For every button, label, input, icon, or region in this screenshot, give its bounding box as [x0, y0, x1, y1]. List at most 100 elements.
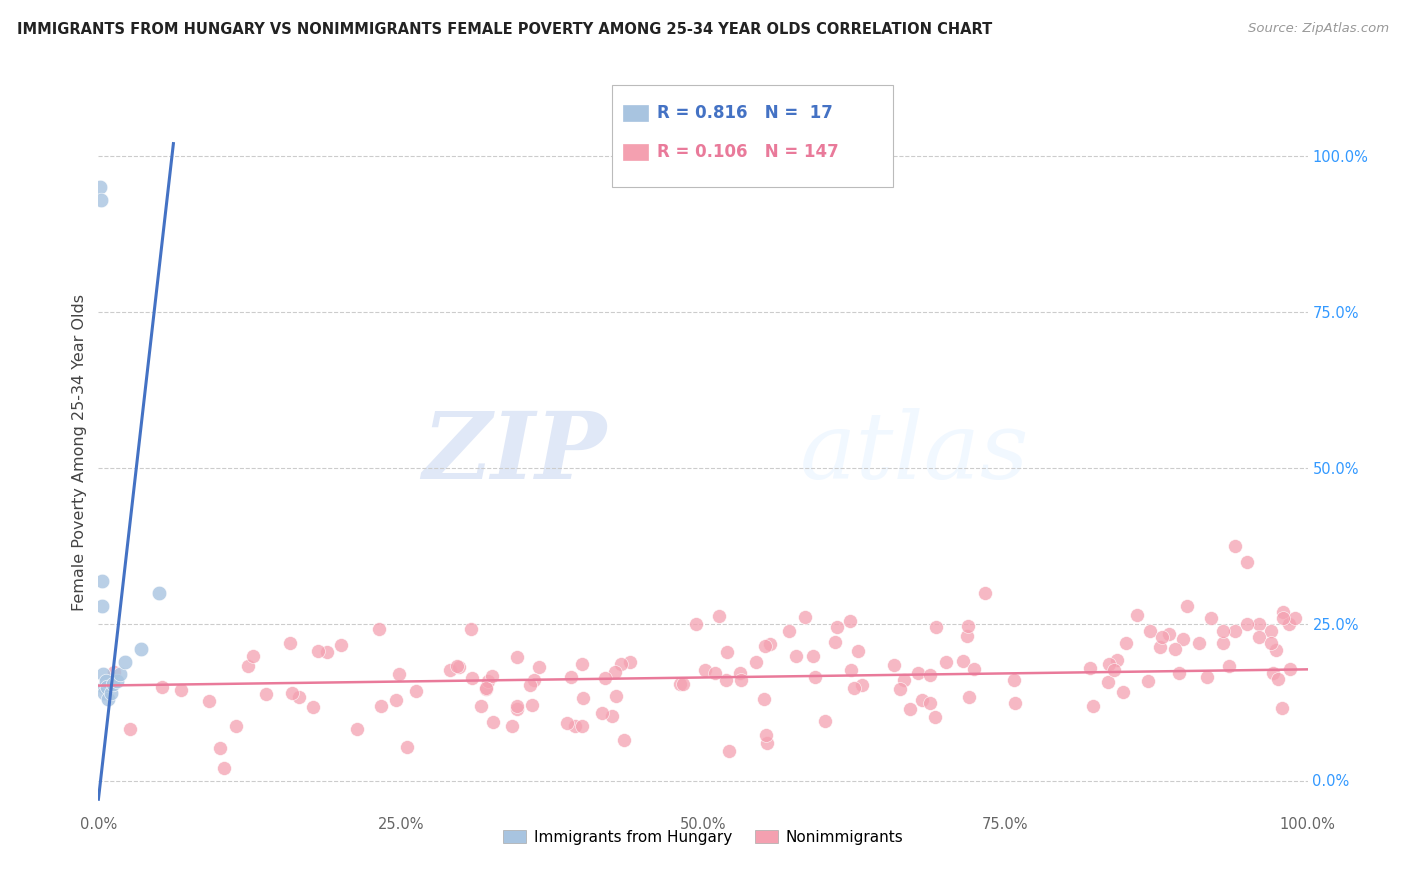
Point — [591, 706, 613, 720]
Point — [1112, 685, 1135, 699]
Point — [924, 709, 946, 723]
Point — [824, 635, 846, 649]
Text: atlas: atlas — [800, 408, 1029, 498]
Point — [225, 719, 247, 733]
Point — [745, 655, 768, 669]
Point — [704, 665, 727, 680]
Point — [302, 700, 325, 714]
Point — [522, 698, 544, 713]
Point — [669, 677, 692, 691]
Point — [91, 574, 114, 588]
Point — [93, 686, 115, 700]
Point — [1223, 539, 1246, 553]
Point — [1284, 611, 1306, 625]
Point — [610, 657, 633, 672]
Point — [785, 648, 807, 663]
Point — [1249, 630, 1271, 644]
Point — [370, 699, 392, 714]
Legend: Immigrants from Hungary, Nonimmigrants: Immigrants from Hungary, Nonimmigrants — [496, 823, 910, 851]
Point — [600, 709, 623, 723]
Point — [460, 622, 482, 636]
Point — [613, 733, 636, 747]
Point — [405, 684, 427, 698]
Point — [925, 620, 948, 634]
Point — [129, 642, 152, 657]
Point — [778, 624, 800, 639]
Point — [208, 740, 231, 755]
Point — [1159, 627, 1181, 641]
Point — [1260, 624, 1282, 638]
Point — [1173, 632, 1195, 646]
Text: IMMIGRANTS FROM HUNGARY VS NONIMMIGRANTS FEMALE POVERTY AMONG 25-34 YEAR OLDS CO: IMMIGRANTS FROM HUNGARY VS NONIMMIGRANTS… — [17, 22, 993, 37]
Point — [839, 663, 862, 677]
Point — [1272, 605, 1295, 619]
Point — [1175, 599, 1198, 613]
Point — [91, 599, 114, 613]
Point — [935, 656, 957, 670]
Point — [842, 681, 865, 696]
Point — [108, 667, 131, 681]
Y-axis label: Female Poverty Among 25-34 Year Olds: Female Poverty Among 25-34 Year Olds — [72, 294, 87, 611]
Point — [150, 680, 173, 694]
Point — [920, 667, 942, 681]
Point — [1212, 636, 1234, 650]
Point — [593, 671, 616, 685]
Point — [1152, 630, 1174, 644]
Point — [685, 617, 707, 632]
Point — [114, 655, 136, 669]
Point — [315, 646, 337, 660]
Point — [1218, 658, 1240, 673]
Point — [460, 671, 482, 685]
Point — [1265, 643, 1288, 657]
Point — [619, 656, 641, 670]
Point — [560, 670, 582, 684]
Point — [754, 639, 776, 653]
Point — [804, 670, 827, 684]
Point — [96, 680, 118, 694]
Point — [1223, 624, 1246, 638]
Point — [446, 658, 468, 673]
Point — [898, 702, 921, 716]
Point — [564, 719, 586, 733]
Point — [470, 699, 492, 714]
Point — [952, 654, 974, 668]
Point — [1102, 663, 1125, 677]
Point — [974, 586, 997, 600]
Point — [571, 719, 593, 733]
Point — [846, 644, 869, 658]
Point — [755, 728, 778, 742]
Point — [1271, 700, 1294, 714]
Point — [288, 690, 311, 704]
Point — [97, 692, 120, 706]
Point — [1115, 636, 1137, 650]
Point — [1249, 617, 1271, 632]
Point — [1149, 640, 1171, 654]
Point — [730, 673, 752, 687]
Point — [212, 761, 235, 775]
Point — [396, 740, 419, 755]
Point — [851, 677, 873, 691]
Point — [1139, 624, 1161, 638]
Point — [103, 665, 125, 680]
Point — [695, 664, 717, 678]
Point — [756, 736, 779, 750]
Point — [477, 674, 499, 689]
Point — [1002, 673, 1025, 688]
Point — [170, 682, 193, 697]
Point — [793, 610, 815, 624]
Point — [368, 622, 391, 636]
Point — [716, 645, 738, 659]
Point — [838, 614, 860, 628]
Point — [1261, 666, 1284, 681]
Point — [529, 660, 551, 674]
Point — [814, 714, 837, 728]
Point — [1078, 661, 1101, 675]
Point — [1126, 607, 1149, 622]
Point — [759, 638, 782, 652]
Point — [329, 639, 352, 653]
Point — [93, 680, 115, 694]
Point — [555, 716, 578, 731]
Point — [481, 669, 503, 683]
Point — [388, 667, 411, 681]
Point — [1097, 674, 1119, 689]
